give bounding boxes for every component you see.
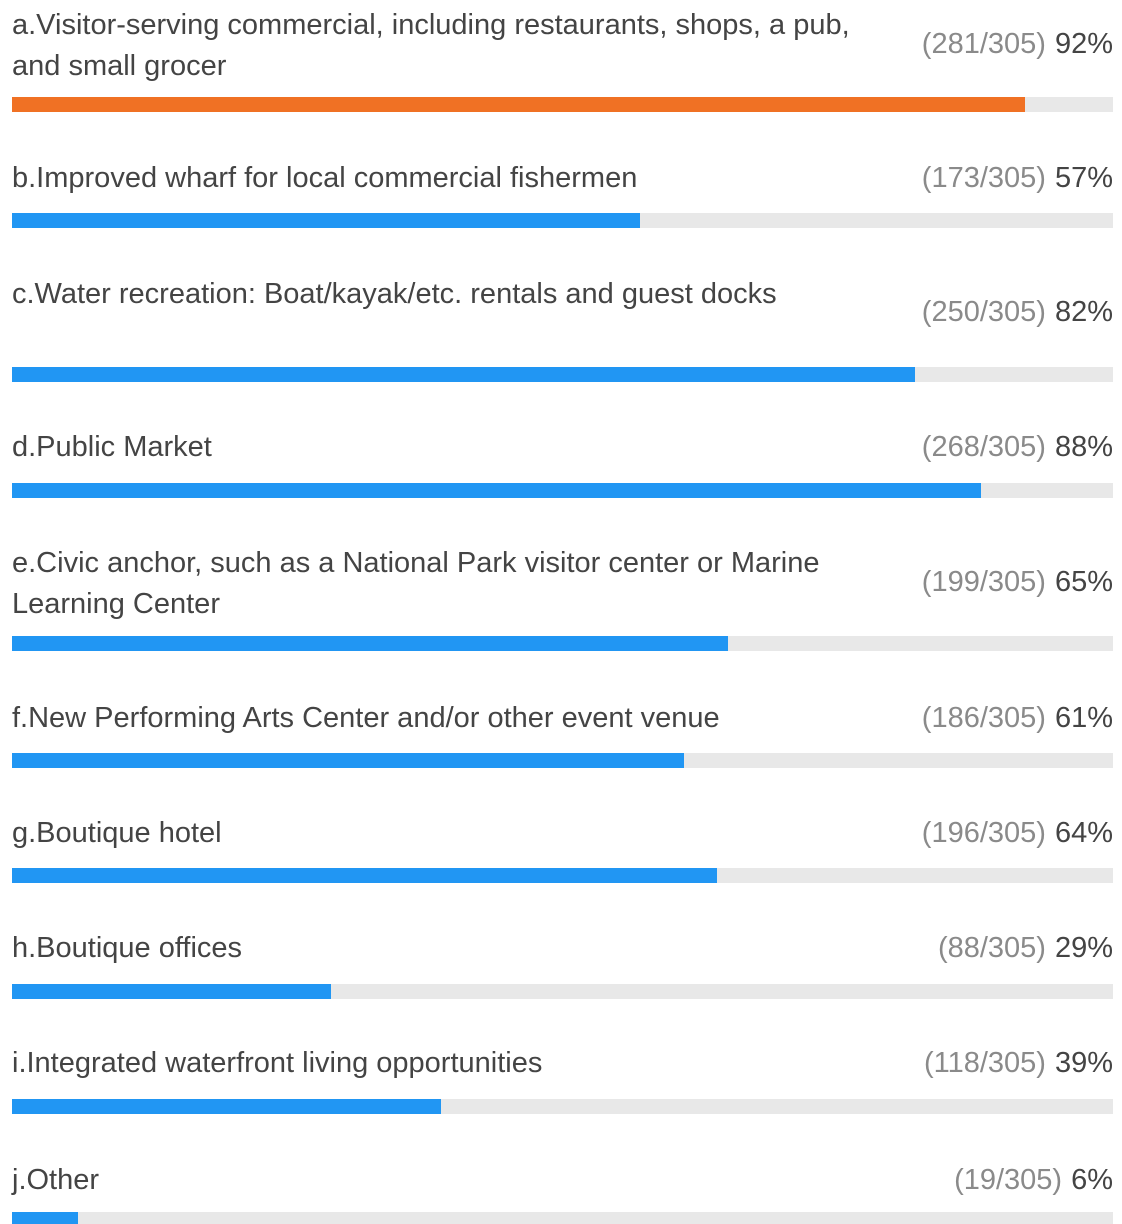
count-label: (88/305) [937, 931, 1046, 964]
result: (250/305) 82% [922, 292, 1113, 333]
bar-track [12, 983, 1113, 999]
percent-label: 88% [1054, 430, 1113, 463]
bar [12, 482, 981, 498]
count-label: (196/305) [921, 816, 1046, 849]
percent-label: 65% [1054, 565, 1113, 598]
option-label: i.Integrated waterfront living opportuni… [12, 1046, 543, 1079]
count-label: (186/305) [921, 701, 1046, 734]
option-label: h.Boutique offices [12, 931, 243, 964]
bar [12, 635, 728, 651]
result: (19/305) 6% [954, 1160, 1113, 1201]
option-label: g.Boutique hotel [12, 816, 222, 849]
option-label: f.New Performing Arts Center and/or othe… [12, 701, 720, 734]
bar-track [12, 366, 1113, 382]
percent-label: 82% [1054, 295, 1113, 328]
count-label: (19/305) [954, 1163, 1063, 1196]
bar [12, 867, 717, 883]
percent-label: 39% [1054, 1046, 1113, 1079]
bar [12, 1098, 442, 1114]
bar-track [12, 212, 1113, 228]
option-label: a.Visitor-serving commercial, including … [12, 8, 850, 82]
result: (118/305) 39% [924, 1043, 1113, 1084]
bar [12, 752, 684, 768]
bar [12, 96, 1025, 112]
bar [12, 983, 332, 999]
option-label: e.Civic anchor, such as a National Park … [12, 546, 820, 620]
option-label: b.Improved wharf for local commercial fi… [12, 161, 638, 194]
result: (186/305) 61% [922, 698, 1113, 739]
result: (196/305) 64% [922, 813, 1113, 854]
bar-track [12, 867, 1113, 883]
bar-track [12, 752, 1113, 768]
result: (268/305) 88% [922, 427, 1113, 468]
result: (281/305) 92% [922, 24, 1113, 65]
bar-track [12, 1211, 1113, 1224]
bar [12, 1211, 79, 1224]
result: (173/305) 57% [922, 158, 1113, 199]
bar-track [12, 482, 1113, 498]
option-label: j.Other [12, 1163, 100, 1196]
count-label: (173/305) [921, 161, 1046, 194]
option-label: d.Public Market [12, 430, 212, 463]
bar-track [12, 1098, 1113, 1114]
percent-label: 57% [1054, 161, 1113, 194]
count-label: (281/305) [921, 27, 1046, 60]
option-label: c.Water recreation: Boat/kayak/etc. rent… [12, 277, 777, 310]
percent-label: 92% [1054, 27, 1113, 60]
bar [12, 366, 915, 382]
percent-label: 6% [1071, 1163, 1113, 1196]
result: (88/305) 29% [938, 928, 1113, 969]
count-label: (250/305) [921, 295, 1046, 328]
result: (199/305) 65% [922, 562, 1113, 603]
percent-label: 64% [1054, 816, 1113, 849]
percent-label: 29% [1054, 931, 1113, 964]
count-label: (268/305) [921, 430, 1046, 463]
bar-track [12, 96, 1113, 112]
percent-label: 61% [1054, 701, 1113, 734]
bar [12, 212, 640, 228]
count-label: (199/305) [921, 565, 1046, 598]
bar-track [12, 635, 1113, 651]
count-label: (118/305) [923, 1046, 1046, 1079]
